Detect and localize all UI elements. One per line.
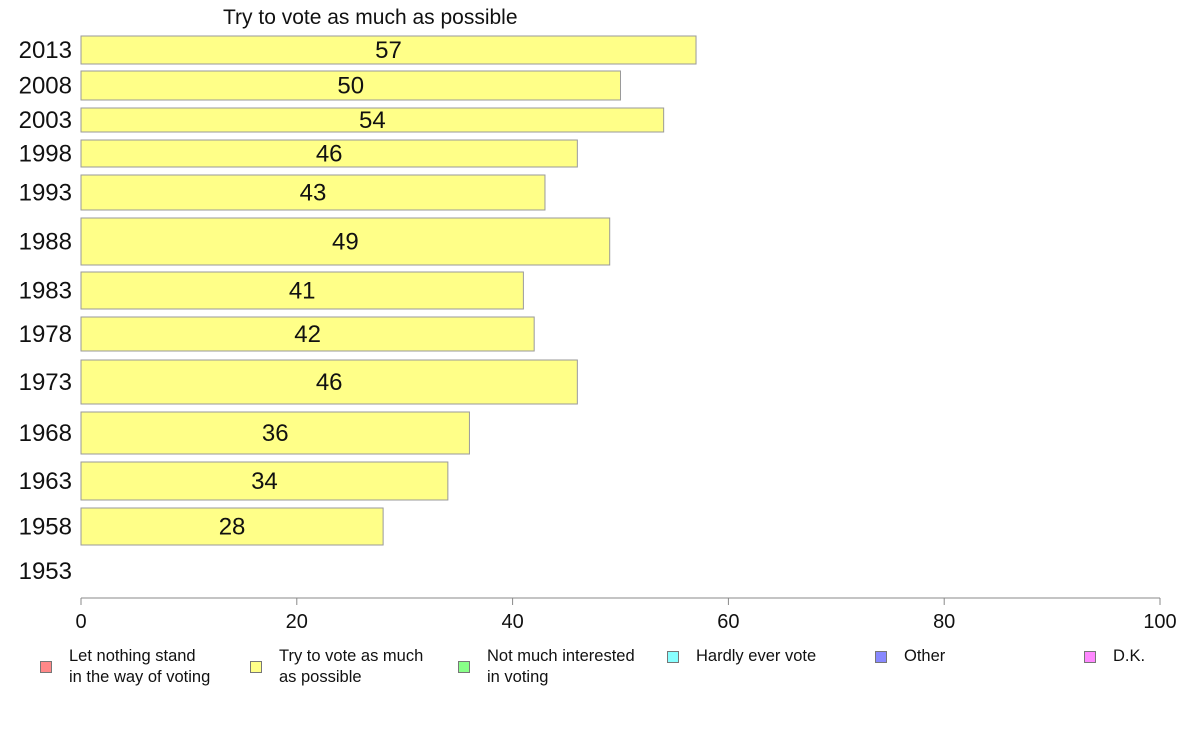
bar-value-label: 46 xyxy=(316,141,343,168)
legend-item: Try to vote as much as possible xyxy=(250,646,423,688)
x-axis: 0 20 40 60 80 100 xyxy=(75,597,1177,633)
year-label: 1988 xyxy=(19,229,72,256)
bar-value-label: 43 xyxy=(300,180,327,207)
year-label: 1993 xyxy=(19,180,72,207)
bar xyxy=(80,107,665,133)
year-label: 1968 xyxy=(19,420,72,447)
bar xyxy=(80,271,524,310)
x-tick-label: 80 xyxy=(933,611,955,633)
bar xyxy=(80,461,449,501)
bar-value-label: 50 xyxy=(337,73,364,100)
bar-value-label: 28 xyxy=(219,514,246,541)
x-tick-label: 0 xyxy=(75,611,86,633)
bar xyxy=(80,139,578,168)
legend-swatch xyxy=(1084,650,1096,663)
year-label: 1998 xyxy=(19,141,72,168)
legend: Let nothing stand in the way of voting Tr… xyxy=(0,646,1188,696)
legend-swatch xyxy=(458,661,470,673)
bar-value-label: 42 xyxy=(294,321,321,348)
x-tick-label: 40 xyxy=(501,611,523,633)
year-label: 1973 xyxy=(19,369,72,396)
legend-label: Let nothing stand in the way of voting xyxy=(69,647,211,686)
legend-item: Hardly ever vote xyxy=(667,646,816,667)
bar-value-label: 49 xyxy=(332,229,359,256)
legend-label: Hardly ever vote xyxy=(696,647,817,665)
legend-swatch xyxy=(40,661,52,673)
x-tick-label: 100 xyxy=(1143,611,1176,633)
legend-item: Not much interested in voting xyxy=(458,646,635,688)
x-tick-label: 20 xyxy=(286,611,308,633)
legend-label: Other xyxy=(904,647,946,665)
year-labels: 2013 2008 2003 1998 1993 1988 1983 1978 1973 1968… xyxy=(19,37,72,585)
year-label: 2008 xyxy=(19,73,72,100)
legend-label: Not much interested in voting xyxy=(487,647,635,686)
legend-swatch xyxy=(875,650,887,663)
legend-item: Let nothing stand in the way of voting xyxy=(40,646,210,688)
x-tick-label: 60 xyxy=(717,611,739,633)
legend-label: Try to vote as much as possible xyxy=(279,647,424,686)
bar-value-label: 34 xyxy=(251,468,278,495)
bar xyxy=(80,359,578,405)
bar-value-label: 57 xyxy=(375,37,402,64)
bar-value-label: 54 xyxy=(359,107,386,134)
bar-value-label: 41 xyxy=(289,278,316,305)
year-label: 1958 xyxy=(19,514,72,541)
bar xyxy=(80,217,611,266)
bar xyxy=(80,316,535,352)
bar xyxy=(80,70,621,101)
bar-value-label: 46 xyxy=(316,369,343,396)
year-label: 1978 xyxy=(19,321,72,348)
bar xyxy=(80,411,470,455)
legend-label: D.K. xyxy=(1113,647,1146,665)
year-label: 1983 xyxy=(19,278,72,305)
year-label: 2003 xyxy=(19,107,72,134)
year-label: 2013 xyxy=(19,37,72,64)
chart-title: Try to vote as much as possible xyxy=(223,6,518,29)
legend-swatch xyxy=(250,661,262,673)
bar-value-label: 36 xyxy=(262,420,289,447)
legend-item: D.K. xyxy=(1084,646,1145,667)
year-label: 1963 xyxy=(19,468,72,495)
bar xyxy=(80,35,697,65)
year-label: 1953 xyxy=(19,558,72,585)
bar xyxy=(80,507,384,546)
legend-swatch xyxy=(667,650,679,663)
bar xyxy=(80,174,546,211)
legend-item: Other xyxy=(875,646,945,667)
